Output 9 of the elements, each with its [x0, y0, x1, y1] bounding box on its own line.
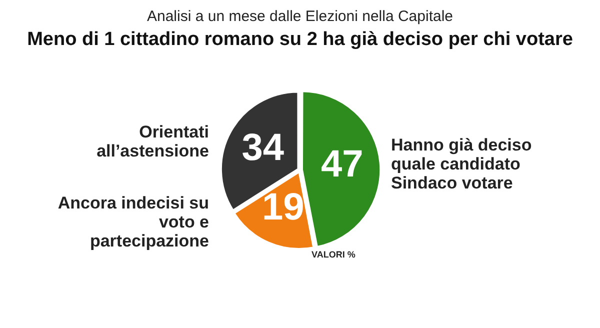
data-label: 34 — [242, 127, 284, 170]
data-label: 19 — [262, 186, 304, 228]
chart-subtitle: Analisi a un mese dalle Elezioni nella Capitale — [146, 8, 454, 25]
chart-title: Meno di 1 cittadino romano su 2 ha già deciso per chi votare — [26, 29, 574, 51]
slice-label: Ancora indecisi su voto e partecipazione — [58, 194, 209, 251]
data-label: 47 — [321, 144, 364, 186]
slice-label: Orientati all’astensione — [96, 122, 209, 160]
text: VALORI % — [312, 249, 356, 260]
slice-label: Hanno già deciso quale candidato Sindaco votare — [391, 135, 532, 192]
